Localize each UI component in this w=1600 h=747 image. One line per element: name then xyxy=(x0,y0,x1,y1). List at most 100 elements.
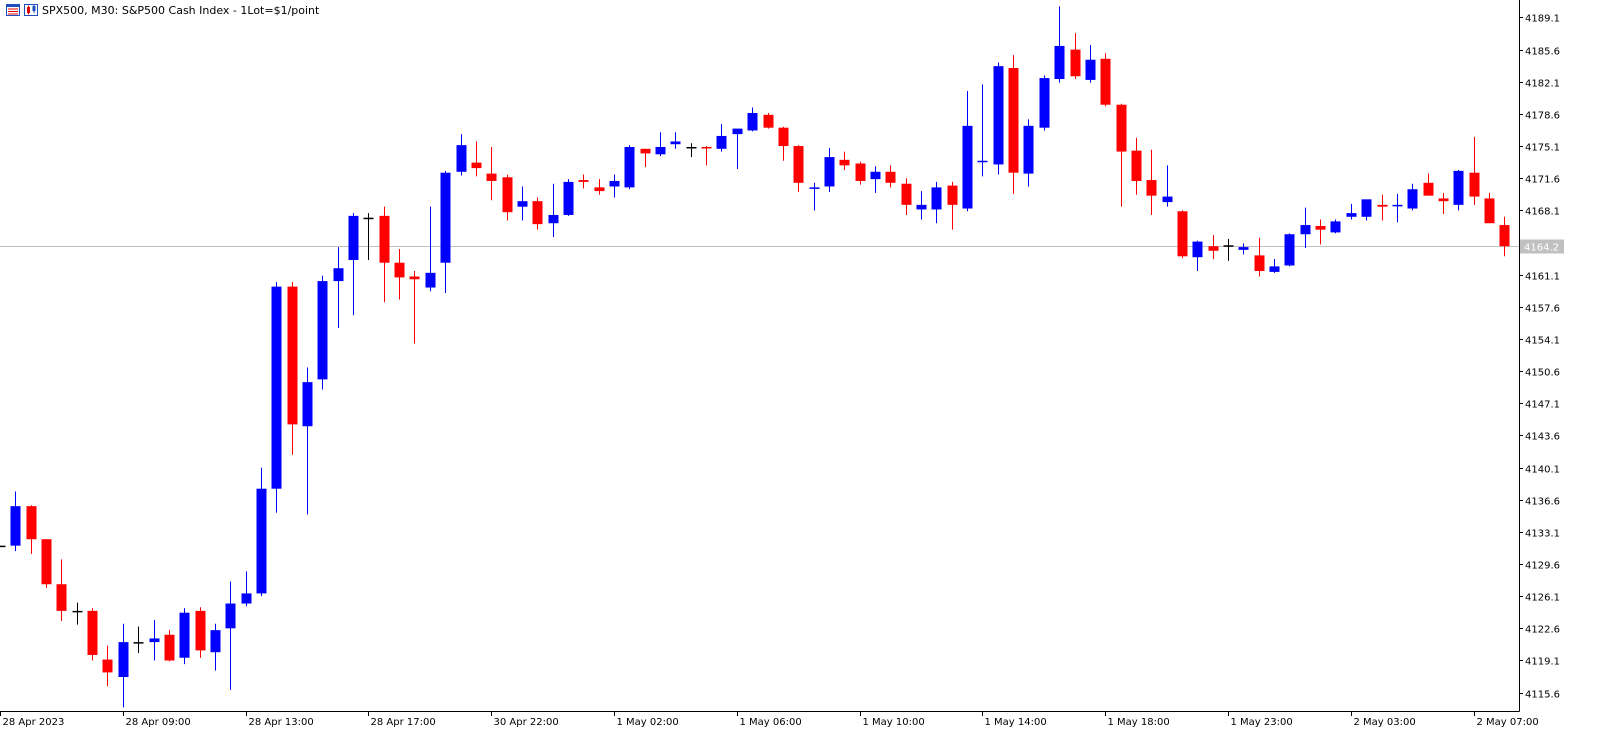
candle-body xyxy=(1407,189,1418,209)
y-tick-label: 4119.1 xyxy=(1525,657,1560,668)
candle-body xyxy=(901,183,912,205)
candle-body xyxy=(317,281,328,380)
candle-body xyxy=(1023,125,1034,174)
candle-body xyxy=(379,215,390,263)
candle-body xyxy=(732,128,743,135)
candlestick-icon[interactable] xyxy=(24,4,38,16)
candle-body xyxy=(56,584,67,611)
y-tick-label: 4147.1 xyxy=(1525,400,1560,411)
candle-body xyxy=(133,642,144,644)
candle-body xyxy=(72,610,83,613)
y-tick-label: 4157.6 xyxy=(1525,304,1560,315)
candle-body xyxy=(1315,225,1326,230)
y-tick-label: 4126.1 xyxy=(1525,593,1560,604)
x-tick-label: 1 May 10:00 xyxy=(863,717,925,728)
candle-body xyxy=(1192,241,1203,258)
y-tick-label: 4168.1 xyxy=(1525,207,1560,218)
x-tick-label: 28 Apr 2023 xyxy=(3,717,65,728)
candle-body xyxy=(716,135,727,149)
candle-body xyxy=(594,187,605,192)
candle-body xyxy=(1100,58,1111,105)
y-tick-label: 4150.6 xyxy=(1525,368,1560,379)
candle-body xyxy=(41,539,52,585)
candle-body xyxy=(763,114,774,128)
candle-body xyxy=(409,276,420,280)
candle-body xyxy=(1361,199,1372,217)
candle-body xyxy=(471,162,482,169)
y-tick-label: 4178.6 xyxy=(1525,111,1560,122)
x-tick-label: 28 Apr 09:00 xyxy=(126,717,191,728)
x-tick-label: 1 May 14:00 xyxy=(985,717,1047,728)
candle-body xyxy=(1146,180,1157,196)
candle-body xyxy=(149,638,160,643)
candle-body xyxy=(1208,246,1219,251)
candle-body xyxy=(179,612,190,658)
candle-body xyxy=(855,163,866,181)
candle-body xyxy=(1453,170,1464,205)
current-price-marker xyxy=(1520,239,1564,254)
candle-body xyxy=(456,145,467,172)
x-tick-label: 1 May 18:00 xyxy=(1108,717,1170,728)
candle-body xyxy=(701,146,712,149)
candle-body xyxy=(778,127,789,147)
candle-body xyxy=(640,148,651,154)
candle-body xyxy=(839,159,850,166)
candle-body xyxy=(1008,67,1019,173)
candle-body xyxy=(1423,182,1434,196)
chart-header: SPX500, M30: S&P500 Cash Index - 1Lot=$1… xyxy=(6,2,319,18)
candle-body xyxy=(670,141,681,145)
candle-body xyxy=(563,181,574,215)
candle-body xyxy=(225,603,236,629)
candle-body xyxy=(118,642,129,678)
candle-body xyxy=(256,488,267,594)
chart-window-icon[interactable] xyxy=(6,4,20,16)
x-tick-label: 1 May 02:00 xyxy=(617,717,679,728)
candle-body xyxy=(1499,225,1510,247)
x-tick-label: 2 May 07:00 xyxy=(1477,717,1539,728)
candle-body xyxy=(287,286,298,425)
candle-body xyxy=(0,545,6,548)
candle-body xyxy=(793,146,804,183)
candle-body xyxy=(425,272,436,288)
candle-body xyxy=(1070,49,1081,77)
candle-body xyxy=(333,268,344,282)
candle-body xyxy=(164,634,175,661)
candle-body xyxy=(686,146,697,149)
candle-body xyxy=(532,201,543,225)
candle-body xyxy=(1438,198,1449,202)
x-tick-label: 1 May 23:00 xyxy=(1231,717,1293,728)
candle-body xyxy=(655,146,666,155)
y-tick-label: 4115.6 xyxy=(1525,690,1560,701)
candle-body xyxy=(271,286,282,489)
candle-body xyxy=(486,173,497,181)
x-tick-label: 28 Apr 17:00 xyxy=(371,717,436,728)
current-price-label: 4164.2 xyxy=(1524,243,1559,254)
y-tick-label: 4154.1 xyxy=(1525,336,1560,347)
candle-body xyxy=(1254,255,1265,271)
y-tick-label: 4136.6 xyxy=(1525,497,1560,508)
candle-body xyxy=(195,610,206,651)
candle-body xyxy=(87,610,98,655)
candle-body xyxy=(302,382,313,427)
candle-body xyxy=(1085,59,1096,80)
candle-body xyxy=(1269,266,1280,272)
candle-body xyxy=(1346,213,1357,217)
chart-title: SPX500, M30: S&P500 Cash Index - 1Lot=$1… xyxy=(42,3,320,17)
candle-body xyxy=(916,204,927,210)
y-tick-label: 4175.1 xyxy=(1525,143,1560,154)
candle-body xyxy=(1469,172,1480,197)
candle-body xyxy=(1177,211,1188,257)
candle-body xyxy=(1330,221,1341,233)
candle-body xyxy=(1300,225,1311,235)
candle-body xyxy=(26,506,37,540)
candle-body xyxy=(947,185,958,205)
y-tick-label: 4143.6 xyxy=(1525,432,1560,443)
candle-body xyxy=(1377,204,1388,207)
candle-body xyxy=(885,171,896,183)
x-tick-label: 2 May 03:00 xyxy=(1354,717,1416,728)
y-tick-label: 4140.1 xyxy=(1525,465,1560,476)
candle-body xyxy=(931,187,942,210)
candle-body xyxy=(977,160,988,163)
